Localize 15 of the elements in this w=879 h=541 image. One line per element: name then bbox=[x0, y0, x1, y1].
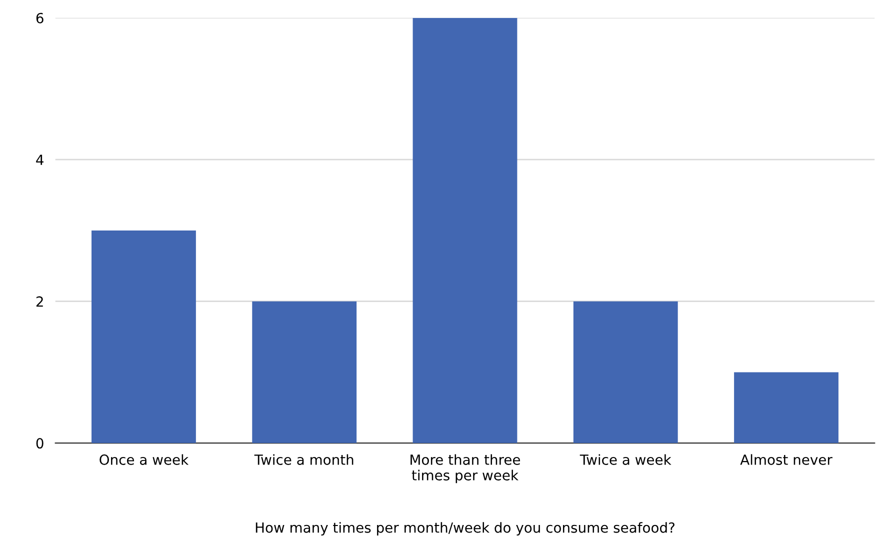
y-tick-label: 2 bbox=[36, 296, 43, 307]
y-tick-label: 6 bbox=[36, 12, 44, 24]
y-tick-label: 0 bbox=[36, 438, 44, 449]
bar bbox=[734, 372, 838, 444]
bar bbox=[92, 230, 196, 444]
x-tick-label: Twice a week bbox=[580, 454, 672, 465]
x-tick-label: Once a week bbox=[100, 454, 189, 465]
x-tick-label: Twice a month bbox=[254, 454, 354, 465]
bar bbox=[573, 301, 678, 444]
x-tick-label: More than three times per week bbox=[410, 454, 520, 484]
bar bbox=[412, 18, 518, 444]
x-axis-title: How many times per month/week do you consume seafood? bbox=[256, 522, 674, 536]
y-tick-label: 4 bbox=[36, 154, 44, 165]
bar bbox=[252, 301, 357, 444]
x-tick-label: Almost never bbox=[740, 454, 832, 465]
